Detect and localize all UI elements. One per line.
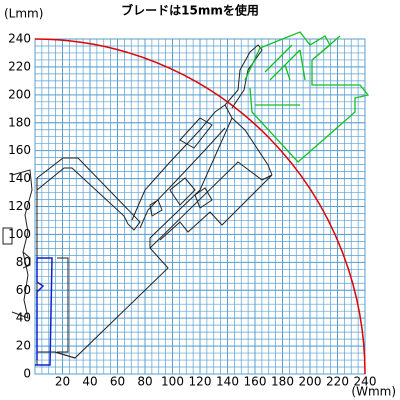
x-tick-label: 60 bbox=[110, 375, 125, 389]
machine-body bbox=[36, 157, 141, 231]
machine-drawing bbox=[2, 44, 273, 365]
y-tick-label: 240 bbox=[8, 32, 31, 46]
blue-part bbox=[35, 257, 53, 366]
x-tick-label: 140 bbox=[216, 375, 239, 389]
x-tick-label: 120 bbox=[189, 375, 212, 389]
x-tick-label: 180 bbox=[271, 375, 294, 389]
x-tick-label: 200 bbox=[299, 375, 322, 389]
arc bbox=[34, 38, 366, 375]
x-tick-label: 100 bbox=[161, 375, 184, 389]
machine-arm bbox=[54, 161, 273, 359]
x-tick-label: 80 bbox=[137, 375, 152, 389]
y-tick-label: 180 bbox=[8, 115, 31, 129]
x-tick-label: 160 bbox=[244, 375, 267, 389]
chart-title: ブレードは15mmを使用 bbox=[121, 3, 259, 18]
y-tick-label: 220 bbox=[8, 59, 31, 73]
x-axis-label: (Wmm) bbox=[351, 385, 396, 399]
x-tick-label: 240 bbox=[354, 375, 377, 389]
y-tick-label: 80 bbox=[16, 255, 31, 269]
x-tick-label: 40 bbox=[82, 375, 97, 389]
y-tick-label: 40 bbox=[16, 311, 31, 325]
grid bbox=[34, 38, 366, 375]
blade-holder bbox=[131, 44, 263, 229]
y-tick-label: 20 bbox=[16, 339, 31, 353]
x-tick-label: 220 bbox=[326, 375, 349, 389]
y-tick-label: 200 bbox=[8, 87, 31, 101]
y-tick-label: 140 bbox=[8, 171, 31, 185]
machine-arm-inner bbox=[149, 117, 273, 248]
green-part bbox=[244, 31, 370, 163]
plot-frame bbox=[34, 38, 366, 375]
x-tick-label: 20 bbox=[55, 375, 70, 389]
y-tick-label: 60 bbox=[16, 283, 31, 297]
y-tick-label: 100 bbox=[8, 227, 31, 241]
y-tick-label: 0 bbox=[23, 367, 31, 381]
y-tick-label: 120 bbox=[8, 199, 31, 213]
y-tick-label: 160 bbox=[8, 143, 31, 157]
y-axis-label: (Lmm) bbox=[4, 7, 43, 21]
